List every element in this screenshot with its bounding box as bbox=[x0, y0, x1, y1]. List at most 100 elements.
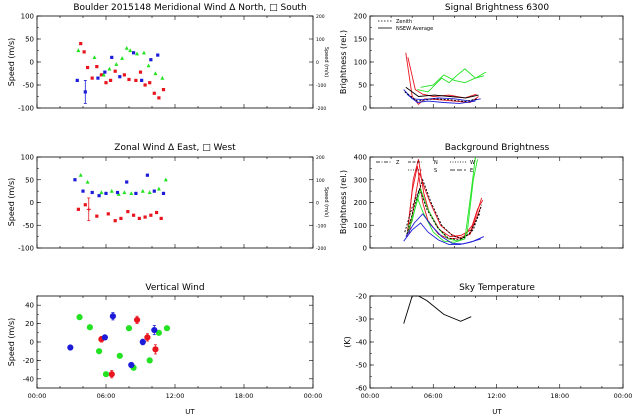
data-point bbox=[86, 324, 93, 331]
data-point bbox=[124, 46, 129, 50]
data-point bbox=[109, 78, 113, 82]
data-point bbox=[138, 70, 143, 74]
title-sky: Sky Temperature bbox=[459, 283, 535, 293]
data-point bbox=[116, 352, 123, 359]
y-tick-label: -50 bbox=[23, 82, 34, 90]
data-point bbox=[90, 190, 94, 195]
series-line bbox=[404, 187, 481, 241]
x-tick-label: 00:00 bbox=[361, 392, 380, 400]
series-line bbox=[405, 86, 479, 99]
title-signal: Signal Brightness 6300 bbox=[445, 3, 549, 13]
data-point bbox=[101, 72, 106, 77]
y-tick-label: 0 bbox=[363, 245, 367, 253]
xlabel-sky: UT bbox=[492, 408, 502, 416]
data-point bbox=[132, 213, 136, 217]
data-point bbox=[120, 56, 125, 60]
y-tick-label: -100 bbox=[18, 105, 34, 113]
series-line bbox=[417, 68, 487, 93]
ylabel-vertical: Speed (m/s) bbox=[7, 318, 16, 367]
y-tick-label: -20 bbox=[23, 357, 34, 365]
data-point bbox=[135, 51, 140, 56]
data-point bbox=[85, 179, 90, 184]
data-point bbox=[132, 51, 136, 55]
panel-meridional: Boulder 2015148 Meridional Wind Δ North,… bbox=[7, 3, 329, 113]
data-point bbox=[108, 371, 115, 378]
data-point bbox=[125, 325, 133, 332]
data-point bbox=[113, 219, 117, 223]
y-tick-label: 0 bbox=[363, 105, 367, 113]
y2-tick-label: 200 bbox=[316, 155, 325, 161]
y-tick-label: -100 bbox=[18, 245, 34, 253]
data-point bbox=[152, 346, 159, 353]
data-point bbox=[134, 191, 138, 195]
data-point bbox=[73, 178, 77, 182]
plot-frame bbox=[36, 156, 314, 249]
y-tick-label: 100 bbox=[21, 13, 34, 21]
ylabel-meridional: Speed (m/s) bbox=[7, 38, 16, 87]
data-point bbox=[161, 191, 166, 195]
data-point bbox=[115, 190, 120, 195]
y-tick-label: -30 bbox=[356, 316, 367, 324]
data-point bbox=[143, 215, 147, 219]
data-point bbox=[155, 329, 162, 336]
y-tick-label: 50 bbox=[25, 176, 34, 184]
y-tick-label: -60 bbox=[356, 385, 367, 393]
data-point bbox=[156, 53, 160, 57]
y-tick-label: -50 bbox=[356, 362, 367, 370]
ylabel-signal: Brightness (rel.) bbox=[339, 30, 348, 94]
y-tick-label: -50 bbox=[23, 222, 34, 230]
x-tick-label: 12:00 bbox=[166, 392, 185, 400]
y2-tick-label: -100 bbox=[316, 223, 326, 229]
data-point bbox=[86, 207, 91, 212]
x-tick-label: 12:00 bbox=[487, 392, 506, 400]
data-point bbox=[78, 173, 83, 177]
data-point bbox=[97, 194, 101, 198]
data-point bbox=[79, 42, 83, 46]
y-tick-label: 50 bbox=[358, 82, 367, 90]
data-point bbox=[155, 210, 159, 215]
data-point bbox=[140, 188, 145, 193]
data-point bbox=[152, 91, 156, 95]
legend-w: W bbox=[470, 160, 475, 166]
panel-zonal: Zonal Wind Δ East, □ West Speed (m/s) Sp… bbox=[7, 143, 329, 253]
data-point bbox=[161, 88, 166, 92]
y-tick-label: 20 bbox=[25, 320, 34, 328]
data-point bbox=[119, 216, 123, 221]
xlabel-vertical: UT bbox=[185, 408, 195, 416]
data-point bbox=[103, 70, 107, 74]
legend-e: E bbox=[470, 168, 473, 174]
data-point bbox=[96, 348, 103, 355]
data-point bbox=[134, 78, 138, 82]
series-line bbox=[407, 57, 477, 99]
data-point bbox=[102, 371, 110, 378]
y2label-meridional: Speed (m/s) bbox=[323, 47, 329, 77]
data-point bbox=[128, 361, 135, 369]
data-point bbox=[156, 186, 161, 191]
data-point bbox=[99, 190, 104, 195]
y2-tick-label: 100 bbox=[316, 37, 325, 43]
data-point bbox=[81, 189, 85, 193]
data-point bbox=[106, 212, 110, 216]
data-point bbox=[122, 190, 127, 195]
data-point bbox=[83, 90, 87, 94]
series-line bbox=[420, 74, 485, 88]
y2-tick-label: -200 bbox=[316, 106, 326, 112]
plot-area-sky: 00:00 06:00 12:00 18:00 00:00-60-50-40-30-20 bbox=[356, 293, 633, 401]
data-point bbox=[153, 71, 158, 76]
data-point bbox=[104, 81, 108, 85]
plot-frame bbox=[369, 156, 624, 249]
plot-area-vertical: 00:00 06:00 12:00 18:00 00:00 -40 -20 0 20 40 bbox=[23, 295, 322, 400]
data-point bbox=[113, 69, 117, 73]
x-tick-label: 00:00 bbox=[614, 392, 633, 400]
y2-tick-label: -200 bbox=[316, 246, 326, 252]
data-point bbox=[151, 326, 158, 334]
ylabel-background: Brightness (rel.) bbox=[339, 170, 348, 234]
data-point bbox=[147, 190, 152, 195]
data-point bbox=[104, 191, 108, 195]
data-point bbox=[92, 55, 97, 59]
data-point bbox=[76, 207, 80, 211]
y-tick-label: 100 bbox=[354, 59, 367, 67]
data-point bbox=[118, 75, 122, 79]
data-point bbox=[90, 76, 94, 80]
legend-s: S bbox=[434, 168, 437, 174]
